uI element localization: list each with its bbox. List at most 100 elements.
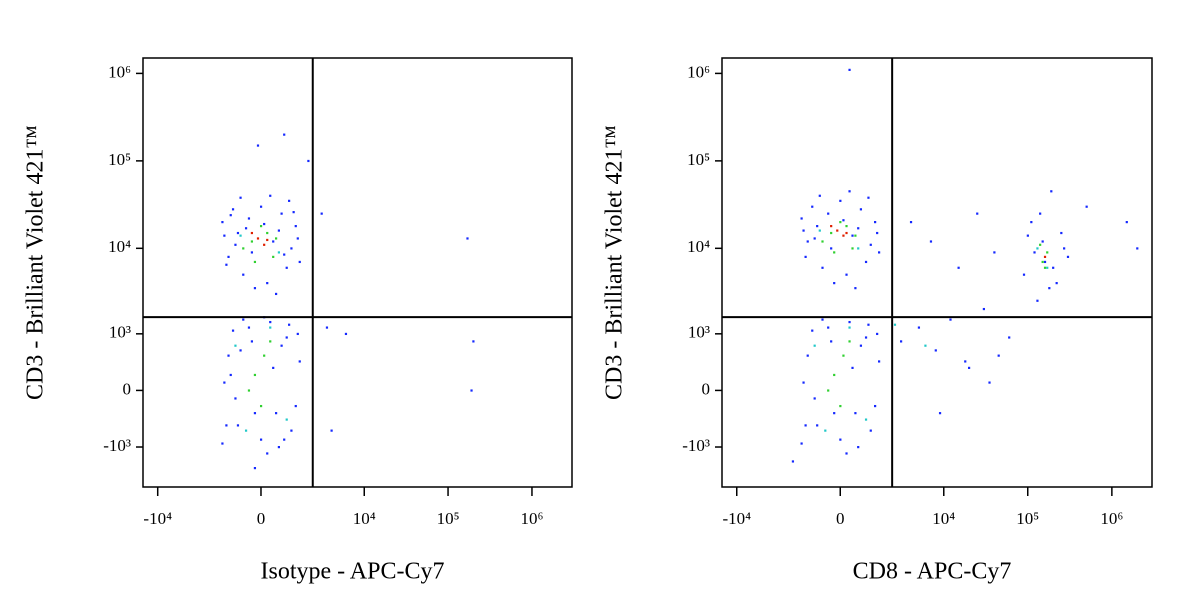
event-dot xyxy=(845,273,848,276)
event-dot xyxy=(285,266,288,269)
event-dot xyxy=(1033,251,1036,254)
event-dot xyxy=(288,323,291,326)
event-dot xyxy=(253,287,257,290)
event-dot xyxy=(854,287,857,290)
event-dot xyxy=(1041,240,1044,243)
event-dot xyxy=(867,196,870,199)
event-dot xyxy=(280,212,283,215)
event-dot xyxy=(1050,190,1053,193)
event-dot xyxy=(247,217,251,220)
event-dot xyxy=(964,360,967,363)
event-dot xyxy=(274,292,278,296)
event-dot xyxy=(242,273,245,276)
event-dot xyxy=(242,318,245,321)
event-dot xyxy=(876,231,879,235)
event-dot xyxy=(296,237,299,240)
event-dot xyxy=(854,412,857,415)
x-tick-label: 10⁴ xyxy=(353,509,376,528)
event-dot xyxy=(800,217,803,220)
event-dot xyxy=(1046,251,1049,254)
event-dot xyxy=(949,318,952,321)
event-dot xyxy=(272,366,275,369)
event-dot xyxy=(266,452,269,455)
event-dot xyxy=(827,326,830,329)
event-dot xyxy=(821,318,824,321)
event-dot xyxy=(1060,231,1063,235)
y-tick-label: 10⁶ xyxy=(108,62,131,81)
event-dot xyxy=(288,199,291,202)
event-dot xyxy=(1052,266,1055,269)
event-dot xyxy=(804,424,807,427)
event-dot xyxy=(253,412,257,415)
event-dot xyxy=(229,373,232,377)
event-dot xyxy=(1041,260,1044,264)
event-dot xyxy=(266,238,269,242)
event-dot xyxy=(878,251,881,254)
event-dot xyxy=(1136,247,1139,250)
event-dot xyxy=(234,243,237,246)
event-dot xyxy=(344,332,348,336)
event-dot xyxy=(848,340,851,343)
event-dot xyxy=(836,229,839,232)
event-dot xyxy=(285,336,288,339)
event-dot xyxy=(227,255,230,258)
event-dot xyxy=(839,221,842,224)
event-dot xyxy=(806,354,809,357)
event-dot xyxy=(294,404,297,408)
event-dot xyxy=(1036,247,1039,250)
event-dot xyxy=(824,429,827,432)
event-dot xyxy=(470,389,473,392)
event-dot xyxy=(851,247,854,250)
event-dot xyxy=(234,397,237,400)
event-dot xyxy=(330,429,333,432)
event-dot xyxy=(859,344,863,347)
event-dot xyxy=(247,326,251,329)
event-dot xyxy=(804,255,807,258)
event-dot xyxy=(247,389,251,392)
y-tick-label: 10⁵ xyxy=(687,150,710,169)
event-dot xyxy=(848,326,851,329)
y-tick-label: -10³ xyxy=(103,436,131,455)
event-dot xyxy=(806,240,809,243)
event-dot xyxy=(821,240,824,243)
x-tick-label: -10⁴ xyxy=(722,509,751,528)
event-dot xyxy=(791,460,795,463)
y-tick-label: 10⁴ xyxy=(108,237,131,256)
event-dot xyxy=(292,211,295,214)
event-dot xyxy=(266,231,269,235)
event-dot xyxy=(1066,255,1070,258)
event-dot xyxy=(827,212,830,215)
event-dot xyxy=(813,397,816,400)
event-dot xyxy=(867,323,870,326)
event-dot xyxy=(816,424,819,427)
event-dot xyxy=(845,452,848,455)
event-dot xyxy=(876,332,879,336)
x-tick-label: 10⁵ xyxy=(437,509,460,528)
event-dot xyxy=(325,326,329,329)
event-dot xyxy=(830,340,833,343)
event-dot xyxy=(997,354,1000,357)
y-tick-label: -10³ xyxy=(682,436,710,455)
event-dot xyxy=(236,424,240,427)
event-dot xyxy=(1036,299,1039,302)
event-dot xyxy=(259,438,263,441)
event-dot xyxy=(259,404,263,408)
x-tick-label: -10⁴ xyxy=(143,509,172,528)
event-dot xyxy=(285,418,288,421)
event-dot xyxy=(253,467,257,470)
event-dot xyxy=(290,247,293,250)
event-dot xyxy=(272,240,275,243)
event-dot xyxy=(307,159,310,163)
event-dot xyxy=(857,227,860,230)
event-dot xyxy=(236,231,240,235)
event-dot xyxy=(909,221,913,224)
event-dot xyxy=(842,234,845,237)
event-dot xyxy=(830,247,833,250)
event-dot xyxy=(839,199,842,202)
event-dot xyxy=(223,381,226,384)
event-dot xyxy=(283,133,286,136)
event-dot xyxy=(1039,243,1042,246)
x-tick-label: 0 xyxy=(257,509,266,528)
event-dot xyxy=(1008,336,1011,339)
event-dot xyxy=(253,373,257,377)
